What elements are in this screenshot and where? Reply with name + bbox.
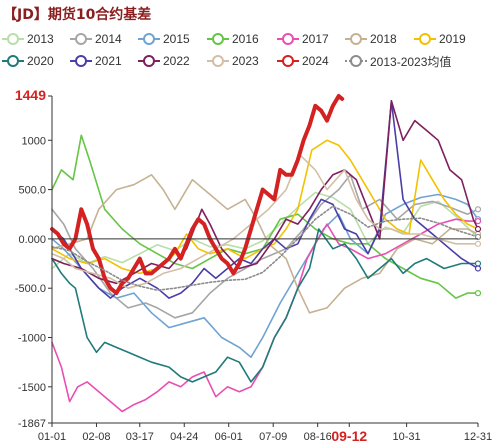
x-tick-label: 09-12	[331, 428, 367, 444]
legend-swatch-icon	[70, 32, 92, 46]
y-tick-label: -1000	[18, 333, 46, 345]
series-end-marker	[474, 290, 482, 297]
legend-label: 2022	[163, 54, 190, 68]
x-tick-label: 10-31	[393, 431, 421, 443]
legend-swatch-icon	[207, 54, 229, 68]
x-tick-label: 01-01	[38, 431, 66, 443]
legend-swatch-icon	[277, 54, 299, 68]
legend-label: 2017	[302, 32, 329, 46]
series-end-marker	[474, 225, 482, 233]
series-line-4	[51, 218, 479, 413]
legend-swatch-icon	[345, 54, 367, 68]
chart-legend: 2013 2014 2015 2016 2017 2018 2019 2020 2021 2022…	[0, 30, 497, 74]
legend-swatch-icon	[207, 32, 229, 46]
y-tick-label: -1500	[18, 382, 46, 394]
legend-item[interactable]: 2024	[277, 52, 329, 70]
legend-label: 2021	[95, 54, 122, 68]
legend-swatch-icon	[2, 54, 24, 68]
y-tick-label: 500.0	[18, 185, 46, 197]
series-line-12	[51, 205, 479, 291]
series-line-10	[51, 154, 479, 289]
legend-label: 2013-2023均值	[370, 54, 452, 69]
y-tick-label: 1449	[15, 87, 46, 103]
legend-item[interactable]: 2016	[207, 30, 259, 48]
legend-swatch-icon	[345, 32, 367, 46]
series-line-5	[51, 174, 479, 314]
x-tick-label: 07-09	[259, 431, 287, 443]
legend-item[interactable]: 2017	[277, 30, 329, 48]
y-tick-label: 1000	[22, 135, 46, 147]
y-tick-label: -500.0	[15, 283, 46, 295]
legend-swatch-icon	[138, 32, 160, 46]
chart-title: 【JD】期货10合约基差	[3, 7, 152, 23]
legend-swatch-icon	[70, 54, 92, 68]
series-line-7	[51, 228, 479, 383]
series-line-9	[51, 100, 479, 285]
legend-item[interactable]: 2013-2023均值	[345, 52, 451, 70]
x-tick-label: 06-01	[215, 431, 243, 443]
legend-item[interactable]: 2015	[138, 30, 190, 48]
legend-label: 2015	[163, 32, 190, 46]
series-end-marker	[474, 265, 482, 272]
legend-label: 2013	[27, 32, 54, 46]
y-highlight-bg	[4, 86, 48, 104]
series-line-highlight	[50, 94, 345, 296]
legend-item[interactable]: 2020	[2, 52, 54, 70]
y-tick-label: 0.000	[18, 234, 46, 246]
series-end-marker	[474, 240, 482, 247]
series-end-marker	[474, 206, 482, 213]
series-end-marker	[474, 218, 482, 225]
legend-item[interactable]: 2021	[70, 52, 122, 70]
legend-item[interactable]: 2018	[345, 30, 397, 48]
legend-swatch-icon	[277, 32, 299, 46]
legend-swatch-icon	[414, 32, 436, 46]
y-tick-label: -1867	[18, 418, 46, 430]
legend-item[interactable]: 2022	[138, 52, 190, 70]
legend-label: 2024	[302, 54, 329, 68]
x-tick-label: 08-16	[304, 431, 332, 443]
legend-label: 2019	[439, 32, 466, 46]
x-tick-label: 04-24	[170, 431, 198, 443]
legend-item[interactable]: 2019	[414, 30, 466, 48]
legend-item[interactable]: 2023	[207, 52, 259, 70]
legend-label: 2016	[232, 32, 259, 46]
legend-item[interactable]: 2014	[70, 30, 122, 48]
x-tick-label: 03-17	[126, 431, 154, 443]
legend-item[interactable]: 2013	[2, 30, 54, 48]
legend-swatch-icon	[2, 32, 24, 46]
legend-swatch-icon	[138, 54, 160, 68]
x-tick-label: 02-08	[82, 431, 110, 443]
series-line-6	[51, 139, 479, 275]
series-line-2	[51, 193, 479, 358]
legend-label: 2023	[232, 54, 259, 68]
x-tick-label: 12-31	[464, 431, 492, 443]
series-end-marker	[474, 233, 482, 241]
series-end-marker	[474, 260, 482, 267]
series-line-3	[51, 134, 479, 299]
legend-label: 2018	[370, 32, 397, 46]
legend-label: 2020	[27, 54, 54, 68]
legend-label: 2014	[95, 32, 122, 46]
